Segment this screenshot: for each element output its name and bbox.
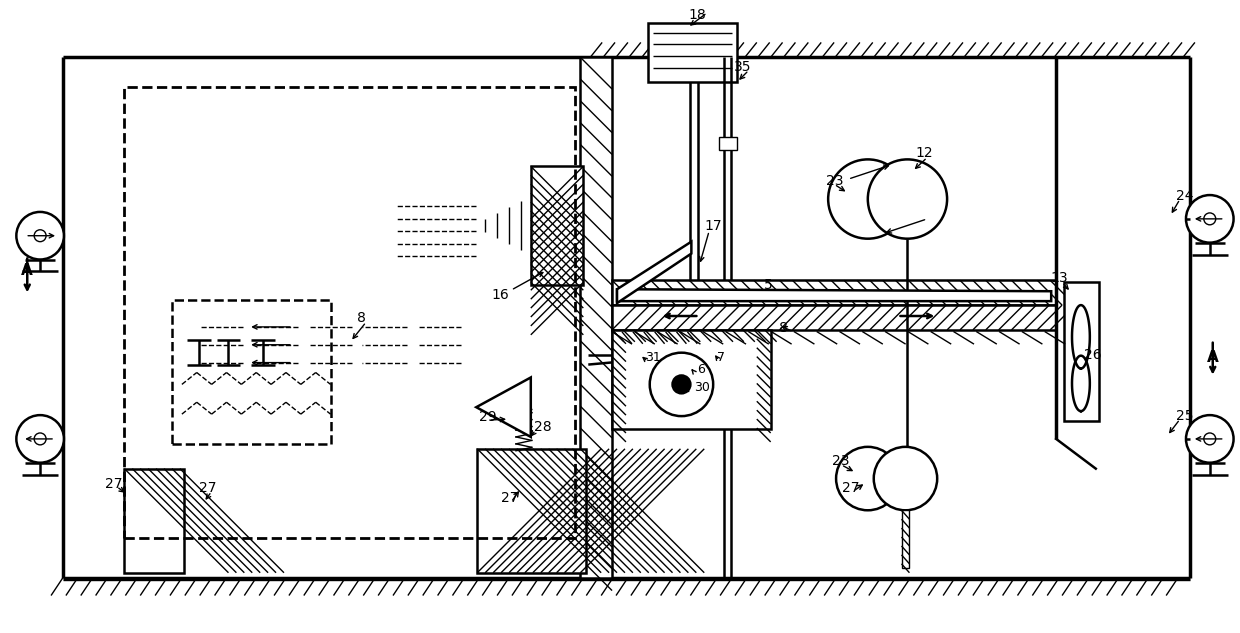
Text: 28: 28: [533, 420, 552, 434]
Text: 26: 26: [1084, 348, 1101, 361]
Bar: [613, 280, 1056, 305]
Bar: [124, 468, 184, 573]
Text: 6: 6: [697, 363, 706, 376]
Circle shape: [1185, 195, 1234, 242]
Bar: [172, 300, 331, 444]
Text: 35: 35: [734, 60, 751, 74]
Text: A: A: [21, 263, 33, 278]
Circle shape: [828, 160, 908, 239]
Text: 23: 23: [826, 174, 843, 188]
Text: 27: 27: [842, 482, 859, 496]
Circle shape: [1204, 213, 1215, 225]
Circle shape: [35, 433, 46, 445]
Bar: [647, 23, 737, 82]
Circle shape: [16, 415, 64, 463]
Circle shape: [1204, 433, 1215, 445]
Text: A: A: [1207, 350, 1219, 365]
Text: 7: 7: [717, 351, 725, 364]
Text: 27: 27: [501, 491, 518, 505]
Text: 31: 31: [645, 351, 661, 364]
Text: 25: 25: [1177, 409, 1194, 423]
Circle shape: [868, 160, 947, 239]
Circle shape: [650, 353, 713, 416]
Bar: [901, 510, 909, 568]
Bar: [580, 58, 613, 578]
Text: 8: 8: [779, 321, 787, 335]
Bar: [531, 166, 583, 285]
Bar: [719, 137, 737, 151]
Text: 16: 16: [491, 288, 508, 302]
Polygon shape: [476, 377, 531, 437]
Bar: [124, 87, 575, 538]
Text: 27: 27: [104, 477, 122, 491]
Text: 17: 17: [704, 219, 722, 233]
Circle shape: [1185, 415, 1234, 463]
Circle shape: [35, 230, 46, 242]
Circle shape: [16, 212, 64, 260]
Circle shape: [672, 375, 691, 393]
Text: 30: 30: [694, 381, 711, 394]
Circle shape: [874, 447, 937, 510]
Text: 13: 13: [1050, 272, 1068, 285]
Text: 24: 24: [1177, 189, 1194, 203]
Text: 23: 23: [832, 454, 849, 468]
Text: 18: 18: [688, 8, 707, 22]
Text: 5: 5: [764, 279, 773, 292]
Bar: [1064, 282, 1099, 421]
Polygon shape: [618, 289, 1052, 301]
Text: 8: 8: [357, 311, 366, 325]
Text: 12: 12: [915, 146, 932, 160]
Bar: [477, 449, 587, 573]
Polygon shape: [618, 242, 692, 303]
Text: 29: 29: [479, 410, 497, 424]
Bar: [613, 330, 771, 429]
Circle shape: [836, 447, 899, 510]
Bar: [687, 305, 702, 317]
Text: 27: 27: [198, 482, 216, 496]
Bar: [613, 305, 1056, 330]
